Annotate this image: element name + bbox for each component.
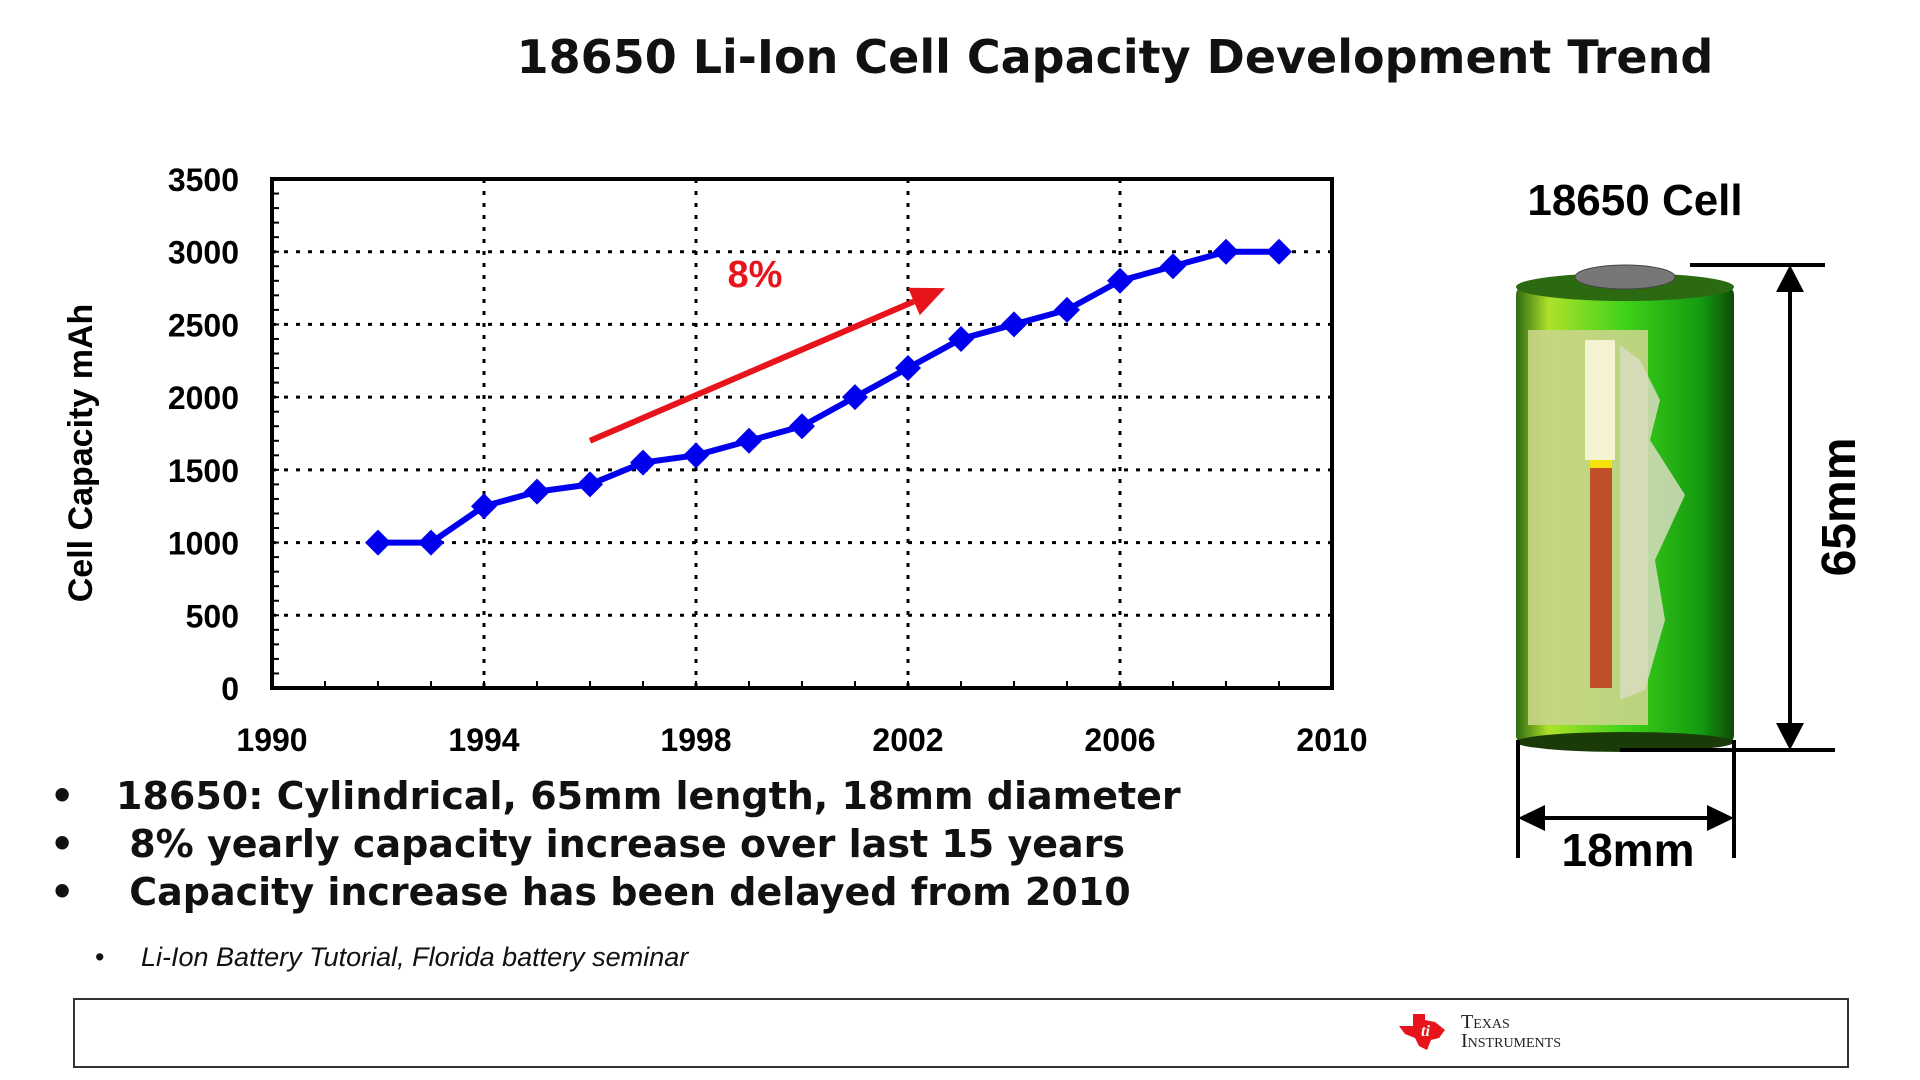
data-point [1213,238,1239,265]
ticks: 0 500 1000 1500 2000 2500 3000 3500 1990 1994 1998… [168,162,1368,758]
bullet-list: • 18650: Cylindrical, 65mm length, 18mm d… [50,772,1181,916]
series [365,238,1292,556]
data-point [577,471,603,498]
footer-bar [73,998,1849,1068]
data-point [630,449,656,476]
data-point [365,529,391,556]
data-point [524,478,550,505]
x-tick-label: 2002 [872,722,943,758]
y-tick-label: 1500 [168,453,239,489]
diameter-label: 18mm [1562,824,1695,876]
data-point [1054,296,1080,323]
length-dimension [1620,263,1835,752]
y-tick-label: 0 [221,671,239,707]
data-point [895,355,921,382]
bullet-item: • 8% yearly capacity increase over last … [50,822,1125,866]
data-point [683,442,709,469]
data-point [1107,267,1133,294]
annotation: 8% [588,254,946,444]
grid [272,179,1332,688]
battery-illustration [1516,264,1734,752]
data-point [1266,238,1292,265]
y-tick-label: 3000 [168,235,239,271]
trend-arrow-line [588,298,916,444]
diameter-dimension [1516,740,1736,858]
length-label: 65mm [1813,438,1866,577]
ti-logo: ti Texas Instruments [1395,1012,1561,1052]
data-point [471,493,497,520]
data-point [1001,311,1027,338]
data-point [1160,253,1186,280]
y-tick-label: 3500 [168,162,239,198]
y-tick-label: 1000 [168,526,239,562]
y-tick-label: 500 [186,598,239,634]
citation: • Li-Ion Battery Tutorial, Florida batter… [95,942,689,972]
data-point [842,384,868,411]
x-tick-label: 1998 [660,722,731,758]
x-tick-label: 2010 [1296,722,1367,758]
cell-label: 18650 Cell [1527,176,1742,225]
bullet-item: • Capacity increase has been delayed fro… [50,870,1131,914]
trend-label: 8% [728,254,783,296]
y-axis-label: Cell Capacity mAh [62,304,100,603]
data-point [736,427,762,454]
slide-title: 18650 Li-Ion Cell Capacity Development T… [516,30,1714,84]
x-tick-label: 1994 [448,722,519,758]
svg-text:ti: ti [1421,1023,1430,1040]
data-point [418,529,444,556]
x-tick-label: 1990 [236,722,307,758]
ti-state-icon: ti [1399,1014,1445,1050]
x-tick-label: 2006 [1084,722,1155,758]
data-point [948,325,974,352]
y-tick-label: 2000 [168,380,239,416]
y-tick-label: 2500 [168,307,239,343]
bullet-item: • 18650: Cylindrical, 65mm length, 18mm d… [50,774,1181,818]
trend-arrow-head [907,287,946,316]
data-point [789,413,815,440]
